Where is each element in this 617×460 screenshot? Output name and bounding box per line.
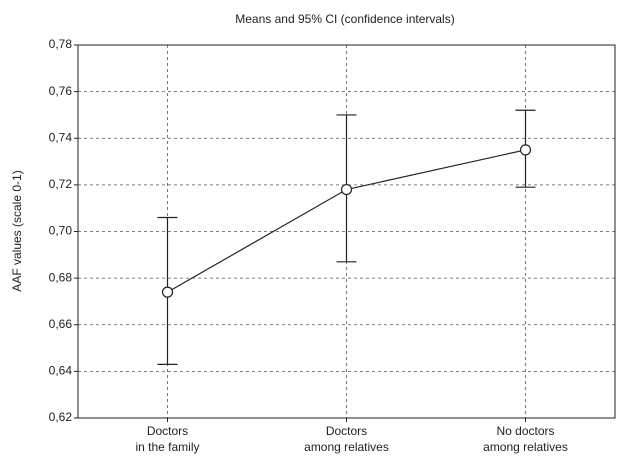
y-tick-label: 0,76	[49, 84, 73, 98]
y-tick-label: 0,62	[49, 410, 73, 424]
point	[161, 286, 174, 298]
y-axis-label: AAF values (scale 0-1)	[10, 170, 24, 291]
y-tick-label: 0,74	[49, 130, 73, 144]
x-tick-label: No doctors	[496, 424, 554, 438]
y-tick-label: 0,78	[49, 37, 73, 51]
plot-frame	[77, 44, 616, 419]
x-tick-label: among relatives	[304, 440, 389, 454]
x-tick-label: Doctors	[326, 424, 367, 438]
x-tick-label: Doctors	[147, 424, 188, 438]
y-tick-label: 0,68	[49, 270, 73, 284]
point	[340, 183, 353, 196]
x-tick-label: among relatives	[483, 440, 568, 454]
chart-title: Means and 95% CI (confidence intervals)	[235, 12, 454, 26]
y-tick-label: 0,72	[49, 177, 73, 191]
y-tick-label: 0,64	[49, 364, 73, 378]
y-tick-label: 0,70	[49, 224, 73, 238]
x-tick-label: in the family	[135, 440, 199, 454]
point	[519, 144, 532, 156]
y-tick-label: 0,66	[49, 317, 73, 331]
